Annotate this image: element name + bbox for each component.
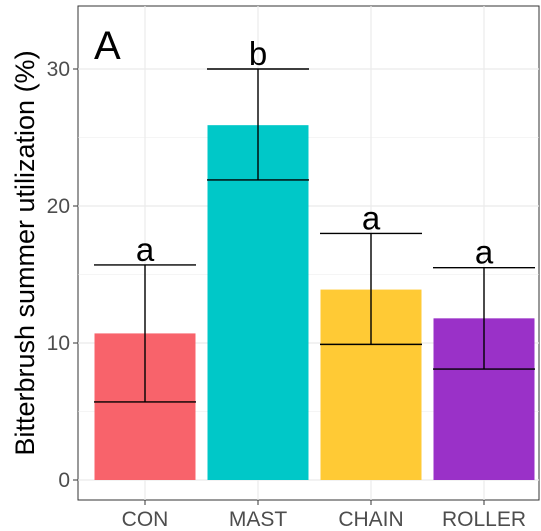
y-tick-label: 30 xyxy=(47,58,70,81)
significance-label: a xyxy=(475,234,494,271)
significance-labels: a b a a xyxy=(136,35,494,271)
x-tick-label: ROLLER xyxy=(442,508,526,531)
y-axis-label: Bitterbrush summer utilization (%) xyxy=(10,50,40,455)
x-tick-label: CHAIN xyxy=(338,508,403,531)
y-tick-label: 10 xyxy=(47,332,70,355)
x-tick-label: CON xyxy=(122,508,169,531)
significance-label: a xyxy=(362,199,381,236)
error-bars xyxy=(94,68,535,403)
y-tick-label: 20 xyxy=(47,195,70,218)
significance-label: a xyxy=(136,231,155,268)
significance-label: b xyxy=(249,35,267,72)
x-tick-label: MAST xyxy=(229,508,288,531)
panel-label: A xyxy=(94,24,121,68)
y-tick-label: 0 xyxy=(58,469,70,492)
y-axis-ticks: 0 10 20 30 xyxy=(47,58,78,492)
bar-mast xyxy=(207,125,309,481)
x-axis-ticks: CON MAST CHAIN ROLLER xyxy=(122,500,526,531)
